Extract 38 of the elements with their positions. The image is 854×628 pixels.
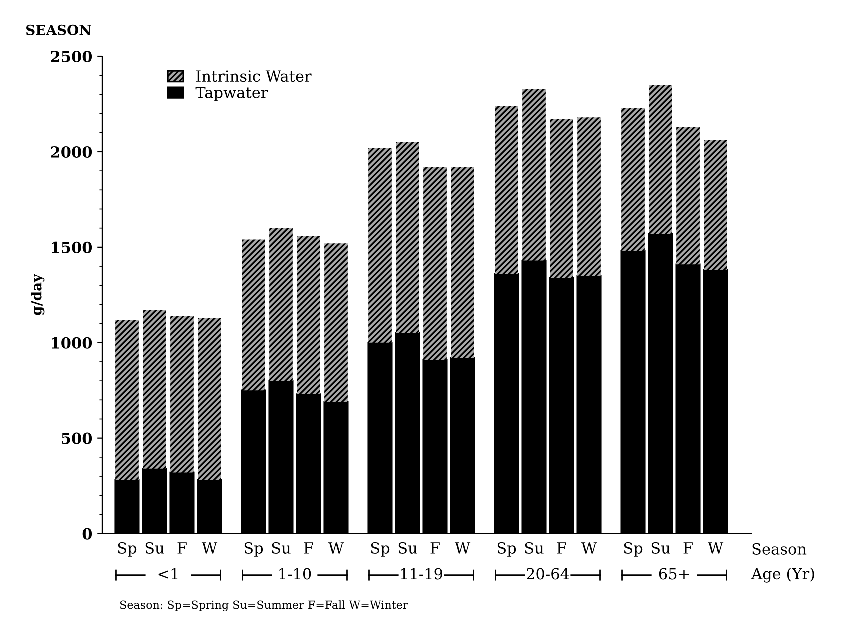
y-tick-label: 2000 xyxy=(51,146,92,158)
text: Age (Yr) xyxy=(751,568,814,583)
x-tick-label: Su xyxy=(652,542,670,554)
x-tick-label: F xyxy=(684,542,693,554)
x-tick-label: Sp xyxy=(244,542,264,557)
y-axis-title: g/day xyxy=(31,274,45,316)
y-tick-label: 1500 xyxy=(52,242,92,254)
x-axis-title: Season xyxy=(752,543,807,555)
text: 1-10 xyxy=(280,568,312,580)
x-tick-label: W xyxy=(454,542,471,554)
x-tick-label: F xyxy=(557,542,566,554)
x-tick-label: Sp xyxy=(118,542,137,557)
x-tick-label: W xyxy=(708,542,724,554)
x-tick-label: F xyxy=(178,542,187,554)
text: 65+ xyxy=(659,568,690,580)
x-tick-label: F xyxy=(430,542,440,554)
x-tick-label: Sp xyxy=(371,542,390,557)
x-tick-label: Su xyxy=(146,542,164,554)
chart-title: SEASON xyxy=(26,24,92,36)
legend-label: Tapwater xyxy=(196,87,268,102)
y-tick-label: 500 xyxy=(62,432,92,444)
legend-label: Intrinsic Water xyxy=(196,70,312,82)
y-tick-label: 1000 xyxy=(52,337,92,349)
text: <1 xyxy=(158,568,178,580)
x-tick-label: F xyxy=(304,542,314,554)
x-tick-label: W xyxy=(581,542,598,554)
text: Season: Sp=Spring Su=Summer F=Fall W=Winter xyxy=(120,600,408,612)
text: 20-64 xyxy=(527,568,570,580)
text: 11-19 xyxy=(401,568,442,580)
y-tick-label: 2500 xyxy=(51,50,92,63)
x-tick-label: Sp xyxy=(624,542,643,557)
x-tick-label: W xyxy=(202,542,218,554)
x-tick-label: W xyxy=(328,542,344,554)
y-tick-label: 0 xyxy=(82,528,92,540)
x-tick-label: Su xyxy=(525,542,544,554)
x-tick-label: Su xyxy=(398,542,418,554)
x-tick-label: Su xyxy=(272,542,291,554)
x-tick-label: Sp xyxy=(498,542,516,557)
